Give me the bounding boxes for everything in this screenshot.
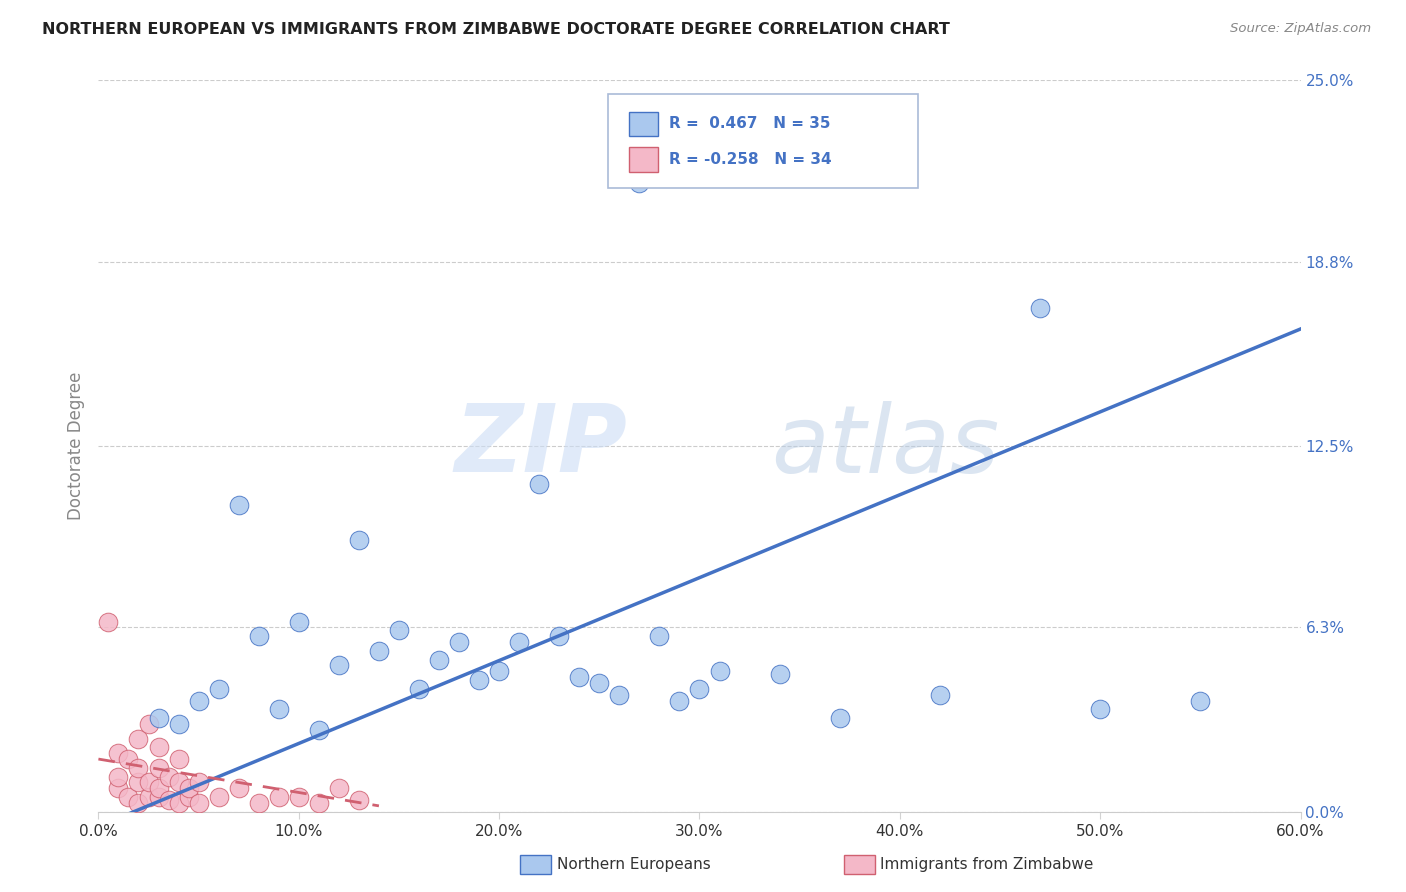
- Point: [668, 693, 690, 707]
- Text: R = -0.258   N = 34: R = -0.258 N = 34: [669, 152, 831, 167]
- Point: [447, 635, 470, 649]
- Point: [167, 717, 190, 731]
- Point: [107, 746, 129, 760]
- Point: [177, 790, 200, 805]
- Point: [138, 775, 160, 789]
- Point: [308, 723, 330, 737]
- Point: [568, 670, 591, 684]
- Point: [368, 644, 391, 658]
- Point: [488, 665, 510, 679]
- Point: [247, 796, 270, 810]
- Point: [148, 781, 170, 796]
- Point: [828, 711, 851, 725]
- Point: [128, 731, 150, 746]
- Point: [709, 665, 731, 679]
- Y-axis label: Doctorate Degree: Doctorate Degree: [66, 372, 84, 520]
- Point: [1088, 702, 1111, 716]
- Point: [529, 477, 551, 491]
- Point: [267, 790, 290, 805]
- Point: [628, 176, 651, 190]
- Point: [768, 667, 790, 681]
- Point: [548, 629, 571, 643]
- Point: [328, 781, 350, 796]
- Point: [97, 615, 120, 629]
- Point: [138, 790, 160, 805]
- Point: [468, 673, 491, 687]
- Point: [177, 781, 200, 796]
- Text: NORTHERN EUROPEAN VS IMMIGRANTS FROM ZIMBABWE DOCTORATE DEGREE CORRELATION CHART: NORTHERN EUROPEAN VS IMMIGRANTS FROM ZIM…: [42, 22, 950, 37]
- Point: [648, 629, 671, 643]
- Point: [508, 635, 530, 649]
- Point: [228, 781, 250, 796]
- Point: [609, 688, 631, 702]
- Point: [107, 781, 129, 796]
- Point: [1189, 693, 1212, 707]
- Point: [167, 775, 190, 789]
- Point: [167, 796, 190, 810]
- Point: [588, 676, 610, 690]
- Point: [128, 761, 150, 775]
- Point: [208, 790, 231, 805]
- Point: [167, 752, 190, 766]
- Point: [688, 681, 710, 696]
- Point: [138, 717, 160, 731]
- Point: [148, 790, 170, 805]
- Point: [117, 752, 139, 766]
- Point: [347, 793, 370, 807]
- Point: [187, 693, 209, 707]
- Point: [427, 652, 450, 666]
- Point: [148, 740, 170, 755]
- Point: [388, 624, 411, 638]
- Text: Immigrants from Zimbabwe: Immigrants from Zimbabwe: [880, 857, 1094, 871]
- Point: [247, 629, 270, 643]
- Point: [107, 770, 129, 784]
- Point: [148, 711, 170, 725]
- Point: [128, 775, 150, 789]
- Text: R =  0.467   N = 35: R = 0.467 N = 35: [669, 117, 831, 131]
- Point: [267, 702, 290, 716]
- Point: [208, 681, 231, 696]
- Point: [308, 796, 330, 810]
- Point: [408, 681, 430, 696]
- Point: [128, 796, 150, 810]
- Point: [228, 498, 250, 512]
- Text: Source: ZipAtlas.com: Source: ZipAtlas.com: [1230, 22, 1371, 36]
- Text: atlas: atlas: [772, 401, 1000, 491]
- Text: ZIP: ZIP: [454, 400, 627, 492]
- Point: [328, 658, 350, 673]
- Point: [187, 775, 209, 789]
- Point: [929, 688, 952, 702]
- Point: [347, 533, 370, 547]
- Point: [157, 793, 180, 807]
- Text: Northern Europeans: Northern Europeans: [557, 857, 710, 871]
- Point: [157, 770, 180, 784]
- Point: [288, 615, 311, 629]
- Point: [148, 761, 170, 775]
- Point: [1029, 301, 1052, 316]
- Point: [117, 790, 139, 805]
- Point: [288, 790, 311, 805]
- Point: [187, 796, 209, 810]
